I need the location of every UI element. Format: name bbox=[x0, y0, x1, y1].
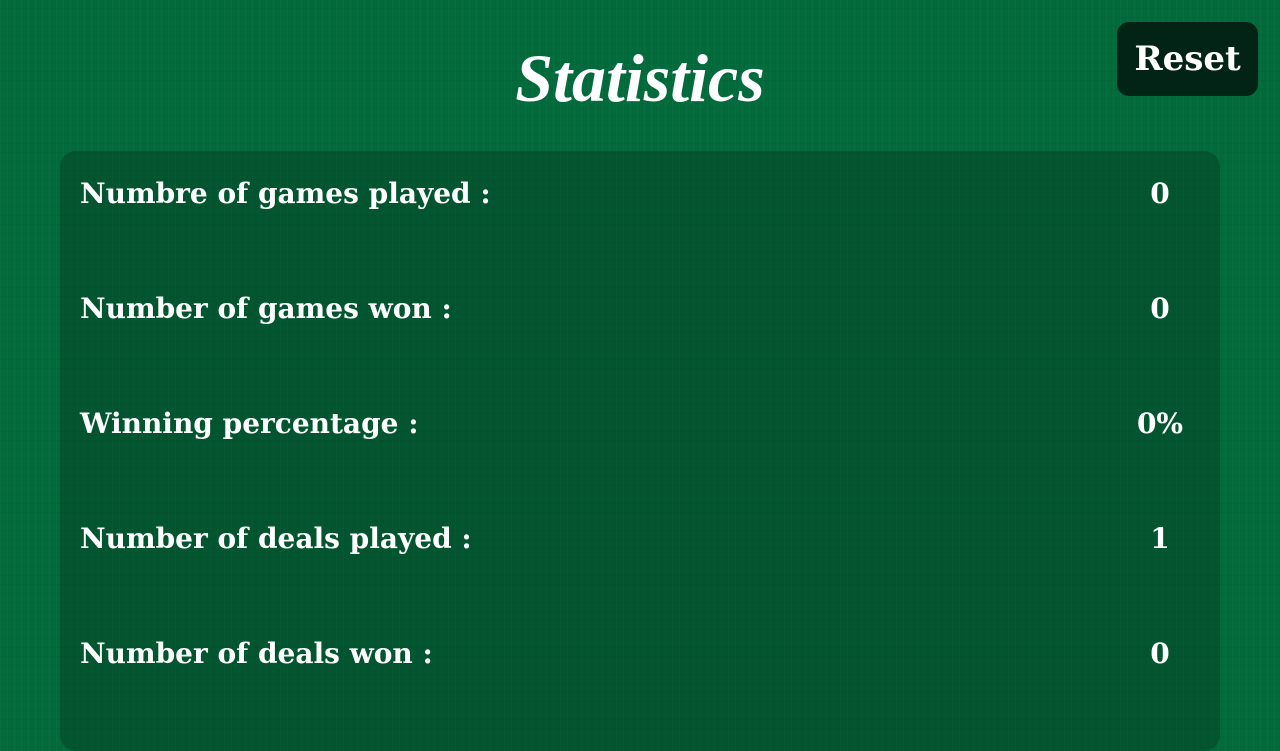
statistics-panel: Numbre of games played : 0 Number of gam… bbox=[60, 151, 1220, 751]
stat-value: 0 bbox=[1150, 292, 1170, 325]
stat-row-games-played: Numbre of games played : 0 bbox=[80, 174, 1200, 214]
stat-value: 0% bbox=[1136, 407, 1184, 440]
stat-row-winning-percentage: Winning percentage : 0% bbox=[80, 404, 1200, 444]
stat-label: Number of deals played : bbox=[80, 522, 472, 555]
stat-value: 0 bbox=[1150, 637, 1170, 670]
stat-row-games-won: Number of games won : 0 bbox=[80, 289, 1200, 329]
stat-label: Number of games won : bbox=[80, 292, 452, 325]
page-title: Statistics bbox=[515, 40, 765, 116]
stat-label: Numbre of games played : bbox=[80, 177, 491, 210]
stat-value: 1 bbox=[1150, 522, 1170, 555]
stat-value: 0 bbox=[1150, 177, 1170, 210]
reset-button[interactable]: Reset bbox=[1117, 22, 1258, 96]
stat-label: Winning percentage : bbox=[80, 407, 419, 440]
stat-label: Number of deals won : bbox=[80, 637, 433, 670]
stat-row-deals-played: Number of deals played : 1 bbox=[80, 519, 1200, 559]
stat-row-deals-won: Number of deals won : 0 bbox=[80, 634, 1200, 674]
